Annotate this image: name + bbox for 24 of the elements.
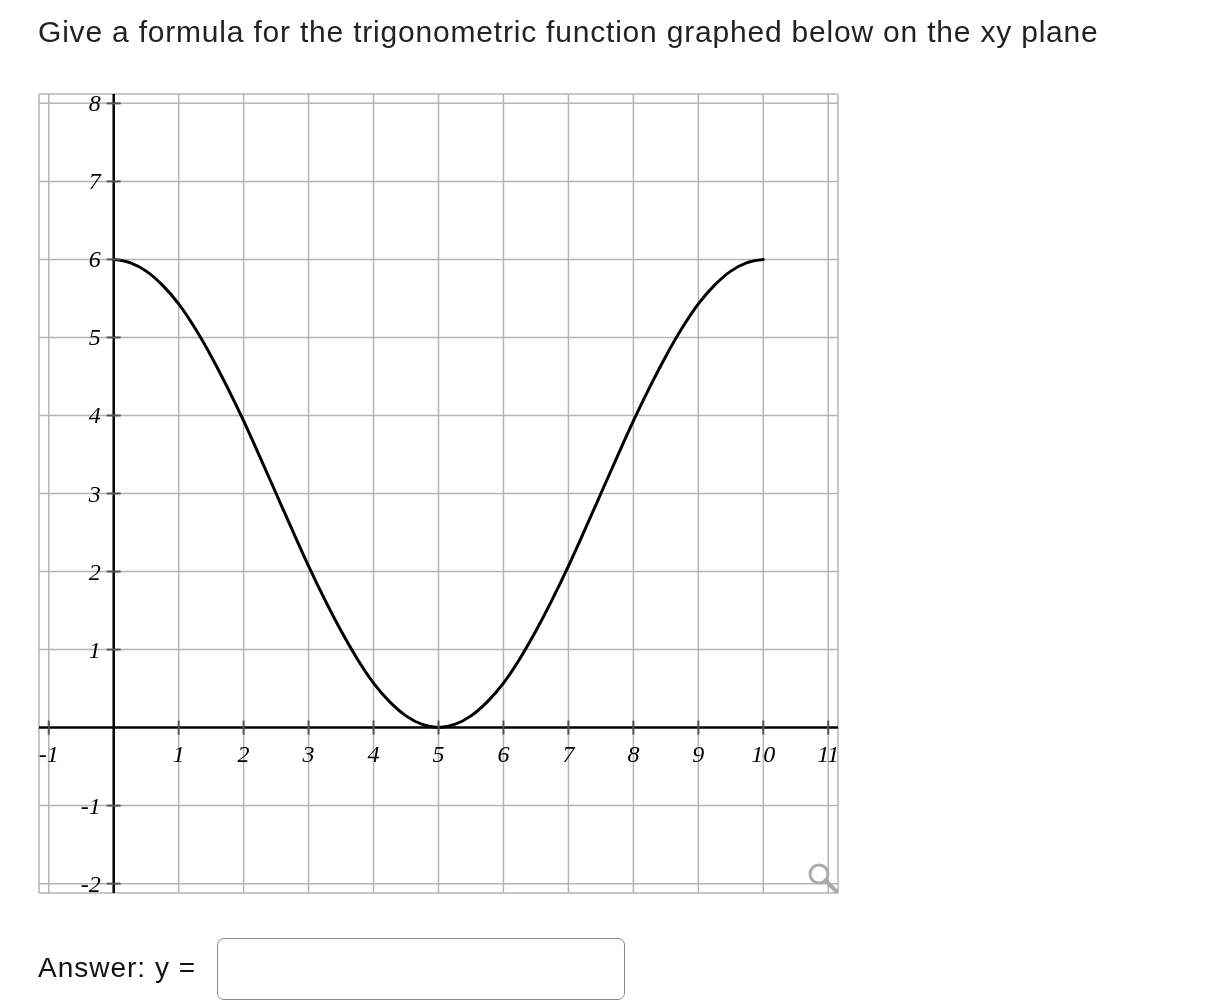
x-tick-label: -1: [38, 740, 59, 767]
x-tick-label: 7: [562, 740, 576, 767]
x-tick-label: 1: [172, 740, 185, 767]
y-tick-label: 6: [88, 246, 101, 273]
x-tick-label: 3: [301, 740, 315, 767]
y-tick-label: -1: [80, 792, 101, 819]
x-tick-label: 11: [817, 740, 840, 767]
y-tick-label: 5: [88, 324, 101, 351]
x-tick-label: 9: [692, 740, 705, 767]
x-tick-label: 2: [237, 740, 250, 767]
text: Answer: y =: [38, 951, 197, 985]
y-tick-label: 8: [88, 90, 101, 117]
y-tick-label: 4: [88, 402, 101, 429]
x-tick-label: 8: [627, 740, 640, 767]
y-tick-label: 7: [88, 168, 102, 195]
x-tick-label: 4: [367, 740, 380, 767]
y-tick-label: 2: [88, 558, 101, 585]
y-tick-label: 1: [88, 636, 101, 663]
x-tick-label: 10: [751, 740, 776, 767]
y-tick-label: 3: [87, 480, 101, 507]
y-tick-label: -2: [80, 870, 101, 897]
chart-title: Give a formula for the trigonometric function graphed below on the xy plane: [38, 14, 1099, 50]
x-tick-label: 6: [497, 740, 510, 767]
x-tick-label: 5: [432, 740, 445, 767]
